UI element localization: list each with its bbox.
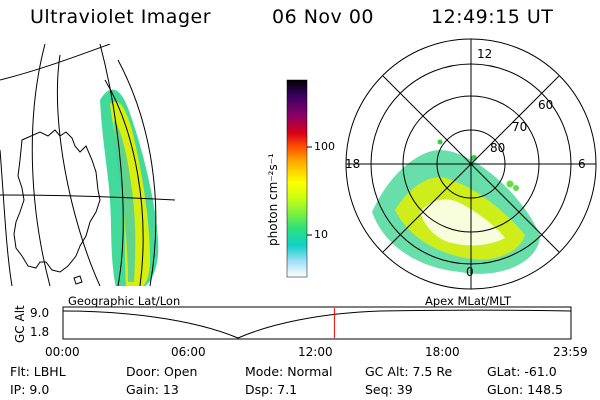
glat-info: GLat: -61.0 [487,364,557,379]
filter-info: Flt: LBHL [10,364,66,379]
time-tick-1800: 18:00 [425,345,460,359]
mlt-label-12: 12 [477,47,493,61]
colorbar-tick-10: 10 [314,228,328,241]
time-tick-2359: 23:59 [553,345,588,359]
glon-info: GLon: 148.5 [487,382,563,397]
door-info: Door: Open [126,364,198,379]
mlt-label-18: 18 [345,157,361,171]
apex-panel-label: Apex MLat/MLT [425,294,512,308]
geo-panel-label: Geographic Lat/Lon [68,294,181,308]
altitude-curve [62,309,572,339]
mlat-label-70: 70 [512,120,528,134]
altitude-ytick-low: 1.8 [30,325,50,339]
seq-info: Seq: 39 [365,382,413,397]
geo-aurora-inner [114,120,136,282]
altitude-ytick-high: 9.0 [30,306,50,320]
gain-info: Gain: 13 [126,382,179,397]
mlat-label-80: 80 [490,141,506,155]
instrument-title: Ultraviolet Imager [30,6,212,28]
mlt-label-0: 0 [466,265,474,279]
ip-info: IP: 9.0 [10,382,50,397]
dsp-info: Dsp: 7.1 [245,382,298,397]
coastline [13,129,101,273]
mlat-label-60: 60 [538,98,554,112]
time-label: 12:49:15 UT [431,6,554,28]
gc-alt-info: GC Alt: 7.5 Re [365,364,453,379]
colorbar-tick-100: 100 [314,140,335,153]
date-label: 06 Nov 00 [272,6,375,28]
time-tick-1200: 12:00 [298,345,333,359]
altitude-axis-label: GC Alt [13,305,27,343]
time-tick-0600: 06:00 [171,345,206,359]
mlt-label-6: 6 [578,157,586,171]
mode-info: Mode: Normal [245,364,333,379]
time-tick-0000: 00:00 [45,345,80,359]
